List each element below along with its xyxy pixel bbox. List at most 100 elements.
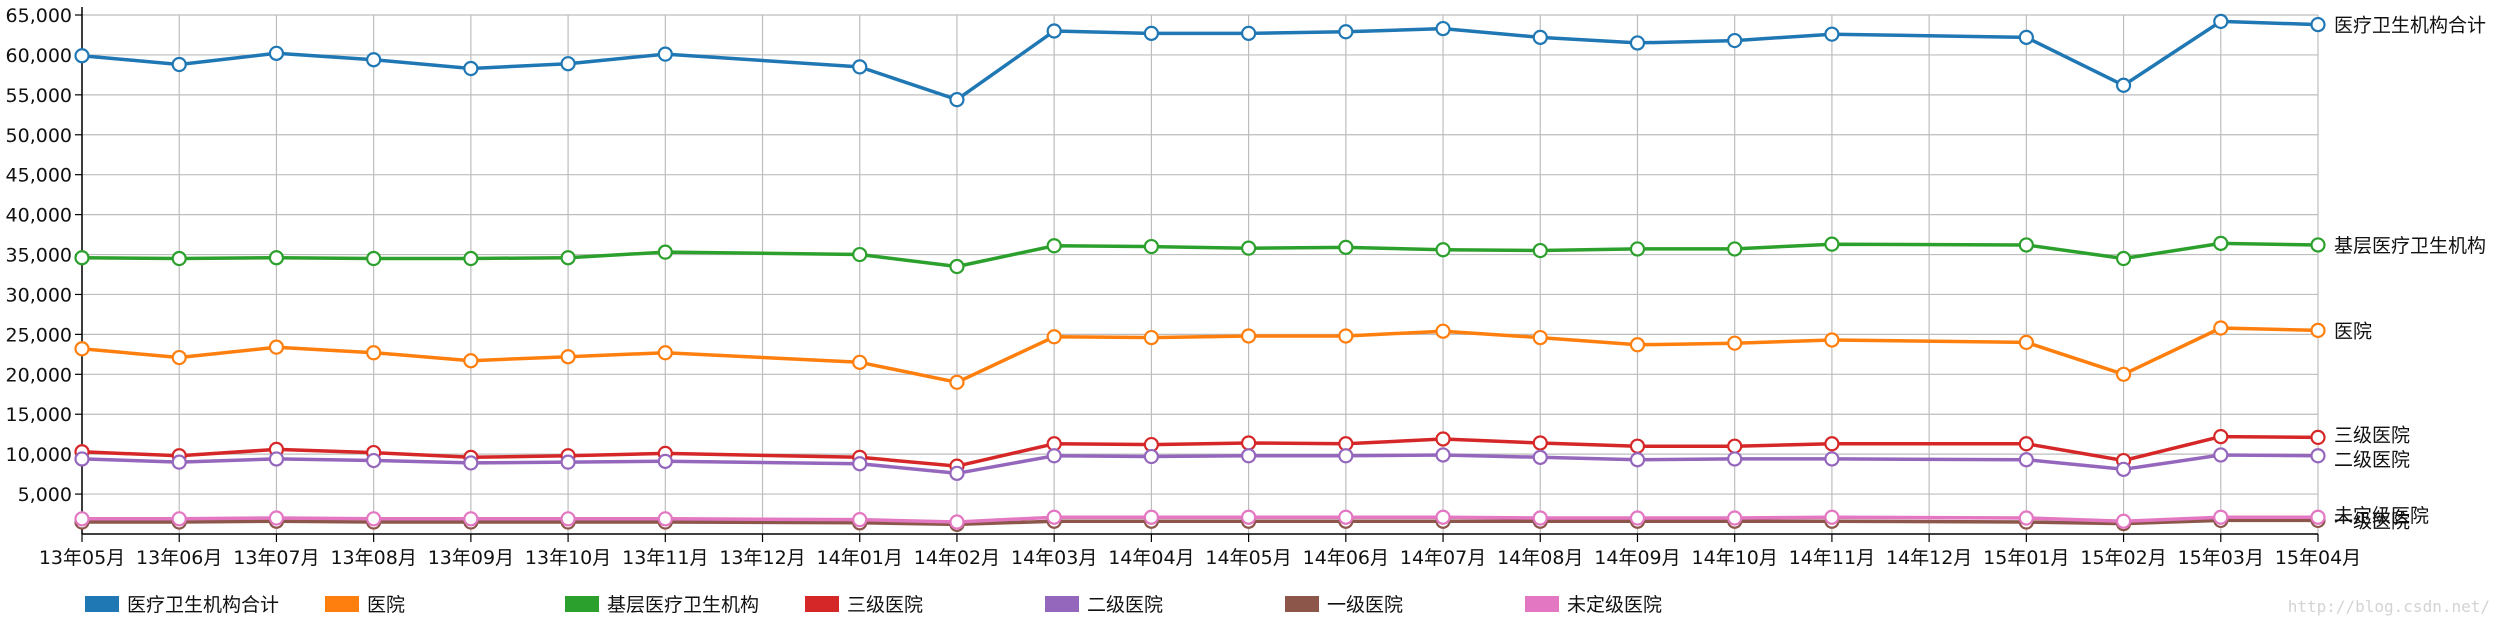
data-point [1046,329,1062,345]
legend-label: 三级医院 [847,594,923,616]
data-point [2310,429,2326,445]
y-tick-label: 65,000 [6,5,72,27]
series-line [81,326,2319,385]
series-line [81,434,2319,468]
y-tick-label: 60,000 [6,45,72,67]
data-point [1143,25,1159,41]
data-point [74,451,90,467]
legend-swatch [805,596,839,612]
y-tick-label: 55,000 [6,85,72,107]
legend-label: 医疗卫生机构合计 [127,594,279,616]
data-point [949,92,965,108]
data-point [1727,510,1743,526]
data-point [1435,509,1451,525]
data-point [1241,240,1257,256]
data-point [1532,29,1548,45]
x-tick-label: 13年08月 [330,547,416,569]
data-point [1338,448,1354,464]
y-tick-label: 15,000 [6,404,72,426]
data-point [852,354,868,370]
series-end-label: 一级医院 [2334,510,2410,532]
data-point [268,510,285,526]
data-point [1629,241,1646,257]
x-tick-label: 13年11月 [622,547,708,569]
x-tick-label: 13年09月 [428,547,514,569]
data-point [1532,510,1548,526]
data-point [1241,328,1257,344]
data-point [1241,25,1257,41]
data-point [1629,35,1646,51]
data-point [2018,334,2034,350]
legend-label: 基层医疗卫生机构 [607,594,759,616]
data-point [1629,438,1646,454]
x-tick-label: 14年02月 [914,547,1000,569]
data-point [1824,236,1840,252]
data-point [1629,337,1646,353]
y-tick-label: 10,000 [6,444,72,466]
data-point [171,511,187,527]
legend-swatch [565,596,599,612]
data-point [2213,509,2229,525]
data-point [2115,513,2132,529]
x-tick-label: 15年02月 [2080,547,2166,569]
y-tick-label: 40,000 [6,205,72,227]
data-point [657,244,673,260]
data-point [1629,510,1646,526]
data-point [74,341,90,357]
data-point [2213,235,2229,251]
data-point [1727,451,1743,467]
x-tick-label: 14年12月 [1886,547,1972,569]
data-point [2310,322,2326,338]
series-line [81,19,2319,102]
data-point [1143,509,1159,525]
data-point [463,353,479,369]
data-point [1824,509,1840,525]
data-point [1143,238,1159,255]
data-point [2018,237,2034,253]
legend-label: 未定级医院 [1567,594,1662,616]
data-point [1241,448,1257,464]
data-point [1241,509,1257,525]
data-point [657,511,673,527]
data-point [2310,448,2326,464]
data-point [1727,32,1743,49]
data-point [1435,431,1451,447]
data-point [171,56,187,73]
data-point [852,246,868,263]
data-point [171,454,187,470]
data-point [560,349,576,365]
data-point [657,46,673,62]
series-line [82,515,2318,524]
data-point [171,250,187,267]
x-tick-label: 13年06月 [136,547,222,569]
data-point [1338,24,1354,40]
data-point [1143,329,1159,346]
legend-swatch [1045,596,1079,612]
data-point [2310,16,2326,33]
data-point [366,511,382,527]
data-point [2310,237,2326,253]
series-end-label: 医院 [2334,320,2372,342]
x-tick-label: 14年05月 [1205,547,1291,569]
data-point [268,250,285,266]
x-tick-label: 14年04月 [1108,547,1194,569]
x-tick-label: 14年11月 [1789,547,1875,569]
legend: 医疗卫生机构合计 医院 基层医疗卫生机构 三级医院 二级医院 一级医院 未定级医院 [85,594,1662,616]
legend-label: 医院 [367,594,405,616]
x-tick-label: 14年08月 [1497,547,1583,569]
data-point [560,511,576,527]
legend-label: 一级医院 [1327,594,1403,616]
x-tick-label: 14年01月 [817,547,903,569]
x-tick-label: 13年12月 [719,547,805,569]
series-line [81,241,2319,269]
data-point [268,45,285,61]
x-tick-label: 13年05月 [39,547,125,569]
data-point [268,339,285,355]
data-point [560,454,576,470]
data-point [657,345,673,361]
data-point [2213,447,2229,463]
series-line [81,453,2319,476]
x-tick-label: 14年07月 [1400,547,1486,569]
